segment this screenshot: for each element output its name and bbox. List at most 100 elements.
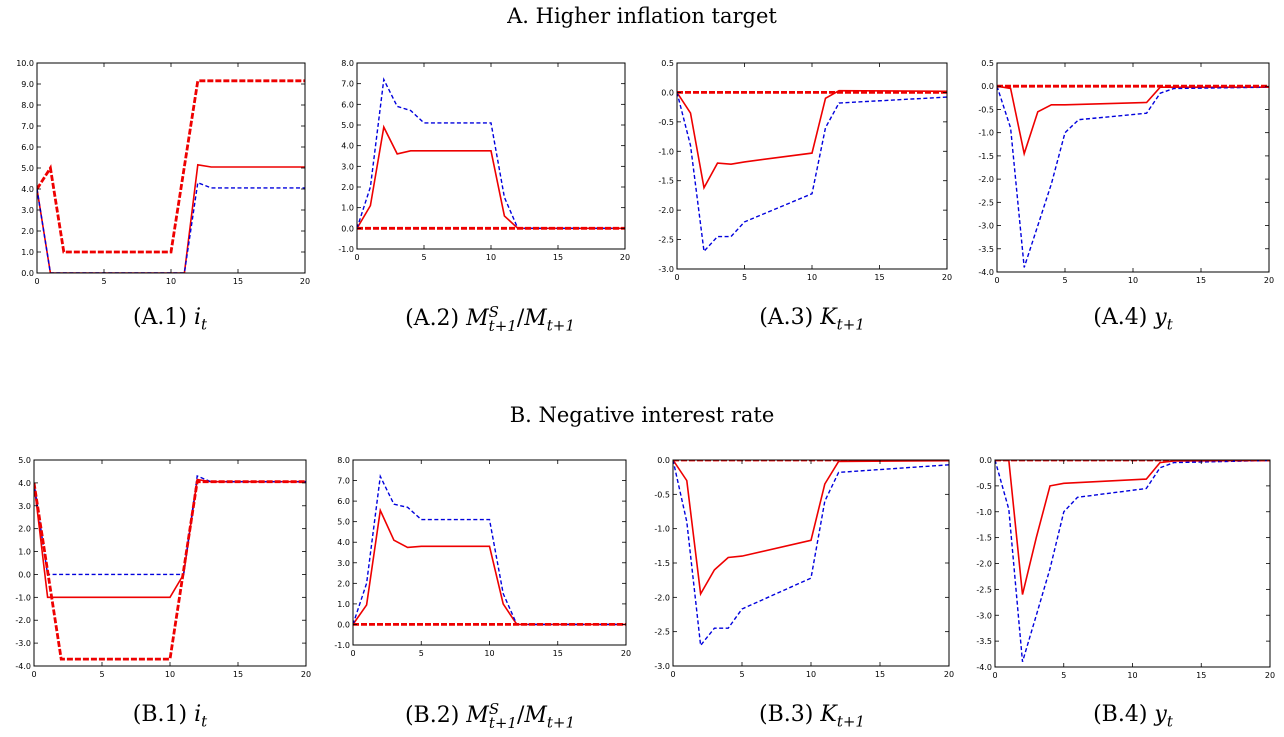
y-tick-label: 0.0 (981, 82, 994, 91)
caption-variable: M (466, 306, 489, 331)
series-line-solid (995, 460, 1270, 595)
x-tick-label: 20 (944, 670, 954, 679)
x-tick-label: 15 (553, 649, 563, 658)
caption-label: (A.3) (759, 305, 821, 330)
caption-slash: / (516, 703, 525, 728)
x-tick-label: 10 (165, 670, 175, 679)
caption-subscript: t+1 (488, 317, 517, 335)
caption-label: (B.2) (404, 703, 467, 728)
x-tick-label: 10 (486, 253, 496, 262)
axes-frame (36, 62, 306, 274)
y-tick-label: 7.0 (21, 122, 34, 131)
y-tick-label: 8.0 (341, 59, 354, 68)
x-tick-label: 0 (354, 253, 359, 262)
x-tick-label: 5 (421, 253, 426, 262)
y-tick-label: -3.0 (15, 639, 31, 648)
y-tick-label: -2.5 (654, 628, 670, 637)
caption-label: (B.3) (759, 702, 821, 727)
axes-frame (33, 459, 307, 667)
series-line-thick_dashed (37, 79, 305, 254)
x-tick-label: 0 (350, 649, 355, 658)
caption-B.1: (B.1) it (20, 702, 320, 730)
x-tick-label: 15 (553, 253, 563, 262)
y-tick-label: 9.0 (21, 80, 34, 89)
caption-denominator-subscript: t+1 (546, 316, 575, 335)
y-tick-label: -2.0 (15, 616, 31, 625)
y-tick-label: -2.5 (976, 585, 992, 594)
x-tick-label: 5 (99, 670, 104, 679)
caption-label: (A.4) (1093, 305, 1155, 330)
y-tick-label: -3.5 (976, 637, 992, 646)
axes-frame (672, 459, 950, 667)
caption-denominator: M (524, 703, 547, 728)
chart-B.4: 0 5 10 15 20 -4.0 -3.5 -3.0 -2.5 -2.0 -1.5 -1.0 -0.5… (976, 456, 1275, 680)
y-tick-label: 1.0 (337, 600, 350, 609)
x-tick-label: 20 (942, 273, 952, 282)
caption-subscript: t (1166, 712, 1173, 731)
y-tick-label: 5.0 (21, 164, 34, 173)
y-tick-label: 6.0 (337, 497, 350, 506)
caption-label: (B.1) (132, 702, 195, 727)
chart-A.2: 0 5 10 15 20 -1.0 0.0 1.0 2.0 3.0 4.0 5.0 6.0 7.0 8.0 (338, 59, 630, 262)
y-tick-label: -3.0 (658, 265, 674, 274)
x-tick-label: 20 (300, 277, 310, 286)
caption-variable: y (1154, 702, 1167, 727)
x-tick-label: 0 (992, 671, 997, 680)
x-tick-label: 15 (233, 277, 243, 286)
x-tick-label: 10 (1128, 276, 1138, 285)
chart-B.3: 0 5 10 15 20 -3.0 -2.5 -2.0 -1.5 -1.0 -0.5 0.0 (654, 456, 954, 679)
y-tick-label: 0.5 (981, 59, 994, 68)
y-tick-label: 2.0 (18, 525, 31, 534)
caption-A.3: (A.3) Kt+1 (662, 305, 962, 333)
chart-B.2: 0 5 10 15 20 -1.0 0.0 1.0 2.0 3.0 4.0 5.0 6.0 7.0 8.0 (334, 456, 631, 658)
x-tick-label: 10 (807, 273, 817, 282)
x-tick-label: 0 (31, 670, 36, 679)
y-tick-label: 10.0 (16, 59, 34, 68)
x-tick-label: 15 (233, 670, 243, 679)
series-line-dashed (677, 92, 947, 253)
x-tick-label: 10 (484, 649, 494, 658)
y-tick-label: -1.0 (15, 593, 31, 602)
y-tick-label: 3.0 (337, 559, 350, 568)
x-tick-label: 5 (739, 670, 744, 679)
x-tick-label: 20 (1265, 671, 1275, 680)
caption-label: (A.1) (132, 305, 194, 330)
y-tick-label: 0.0 (18, 570, 31, 579)
chart-A.1: 0 5 10 15 20 0.0 1.0 2.0 3.0 4.0 5.0 6.0 7.0 8.0 9.0 10… (16, 59, 310, 286)
series-line-dashed (995, 460, 1270, 662)
x-tick-label: 5 (1061, 671, 1066, 680)
caption-subscript: t+1 (488, 714, 517, 732)
series-line-solid (997, 85, 1269, 157)
x-tick-label: 10 (1127, 671, 1137, 680)
y-tick-label: -4.0 (15, 662, 31, 671)
y-tick-label: 2.0 (21, 227, 34, 236)
caption-subscript: t+1 (836, 315, 865, 334)
y-tick-label: 4.0 (341, 142, 354, 151)
x-tick-label: 20 (1264, 276, 1274, 285)
y-tick-label: 2.0 (337, 579, 350, 588)
y-tick-label: -2.0 (658, 206, 674, 215)
series-line-solid (357, 124, 625, 230)
y-tick-label: -3.0 (976, 611, 992, 620)
panel-b-title: B. Negative interest rate (509, 403, 775, 427)
x-tick-label: 20 (620, 253, 630, 262)
caption-subscript: t (1166, 315, 1173, 334)
axes-frame (676, 62, 948, 270)
y-tick-label: 0.0 (979, 456, 992, 465)
series-line-dashed (37, 181, 305, 273)
y-tick-label: 0.0 (657, 456, 670, 465)
y-tick-label: -0.5 (654, 490, 670, 499)
y-tick-label: 7.0 (337, 477, 350, 486)
caption-variable: K (820, 702, 837, 727)
caption-superscript: S (488, 700, 500, 718)
y-tick-label: -3.0 (654, 662, 670, 671)
caption-denominator: M (524, 306, 547, 331)
y-tick-label: 0.0 (337, 620, 350, 629)
x-tick-label: 5 (742, 273, 747, 282)
y-tick-label: -1.5 (654, 559, 670, 568)
x-tick-label: 5 (419, 649, 424, 658)
caption-B.4: (B.4) yt (983, 702, 1283, 730)
y-tick-label: 0.0 (21, 269, 34, 278)
series-line-solid (673, 460, 949, 597)
